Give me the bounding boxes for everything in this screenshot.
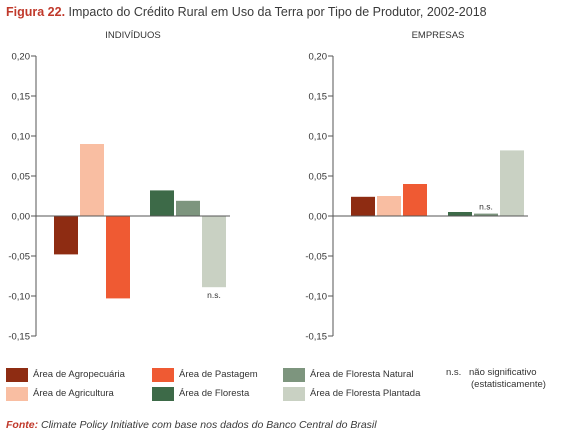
panel-title: EMPRESAS: [412, 30, 465, 41]
legend-swatch: [152, 387, 174, 401]
y-tick-label: -0,10: [8, 292, 30, 303]
ns-abbr: n.s.: [446, 367, 462, 378]
bar: [176, 200, 200, 216]
source-label: Fonte:: [6, 419, 39, 431]
bar: [403, 184, 427, 216]
y-tick-label: 0,15: [309, 92, 328, 103]
source-text: Climate Policy Initiative com base nos d…: [41, 419, 377, 431]
y-tick-label: -0,15: [8, 332, 30, 343]
legend-label: Área de Floresta Plantada: [310, 388, 421, 399]
ns-text-line-2: (estatisticamente): [471, 379, 546, 390]
y-tick-label: -0,05: [305, 252, 327, 263]
bar: [500, 150, 524, 216]
panel-title: INDIVÍDUOS: [105, 30, 160, 41]
bar: [54, 216, 78, 255]
y-tick-label: 0,00: [309, 212, 328, 223]
legend-label: Área de Agricultura: [33, 388, 114, 399]
legend-label: Área de Pastagem: [179, 369, 258, 380]
figure-number: Figura 22.: [6, 5, 66, 19]
legend-swatch: [283, 387, 305, 401]
bar: [80, 144, 104, 216]
legend-swatch: [6, 387, 28, 401]
bar: [106, 216, 130, 299]
legend-label: Área de Floresta: [179, 388, 250, 399]
bar: [474, 213, 498, 216]
ns-text: não significativo (estatisticamente): [469, 367, 546, 391]
figure-title: Figura 22. Impacto do Crédito Rural em U…: [6, 5, 487, 19]
y-tick-label: 0,10: [12, 132, 31, 143]
legend-swatch: [6, 368, 28, 382]
y-tick-label: 0,05: [309, 172, 328, 183]
y-tick-label: -0,10: [305, 292, 327, 303]
bar: [448, 212, 472, 216]
legend-label: Área de Agropecuária: [33, 369, 125, 380]
bar: [150, 190, 174, 216]
bar: [202, 216, 226, 288]
y-tick-label: 0,00: [12, 212, 31, 223]
y-tick-label: 0,20: [309, 52, 328, 63]
y-tick-label: 0,20: [12, 52, 31, 63]
y-tick-label: -0,15: [305, 332, 327, 343]
y-tick-label: -0,05: [8, 252, 30, 263]
legend-swatch: [283, 368, 305, 382]
ns-annotation: n.s.: [479, 202, 493, 212]
y-tick-label: 0,05: [12, 172, 31, 183]
ns-annotation: n.s.: [207, 290, 221, 300]
legend-label: Área de Floresta Natural: [310, 369, 414, 380]
bar: [377, 196, 401, 216]
ns-text-line-1: não significativo: [469, 367, 537, 378]
bar: [351, 196, 375, 216]
source-note: Fonte: Climate Policy Initiative com bas…: [6, 419, 377, 431]
y-tick-label: 0,10: [309, 132, 328, 143]
legend-swatch: [152, 368, 174, 382]
chart-area: INDIVÍDUOS 0,20 0,15 0,10 0,05 0,00 -0,05 -0,10…: [8, 30, 528, 343]
figure-title-text: Impacto do Crédito Rural em Uso da Terra…: [68, 5, 487, 19]
y-tick-label: 0,15: [12, 92, 31, 103]
